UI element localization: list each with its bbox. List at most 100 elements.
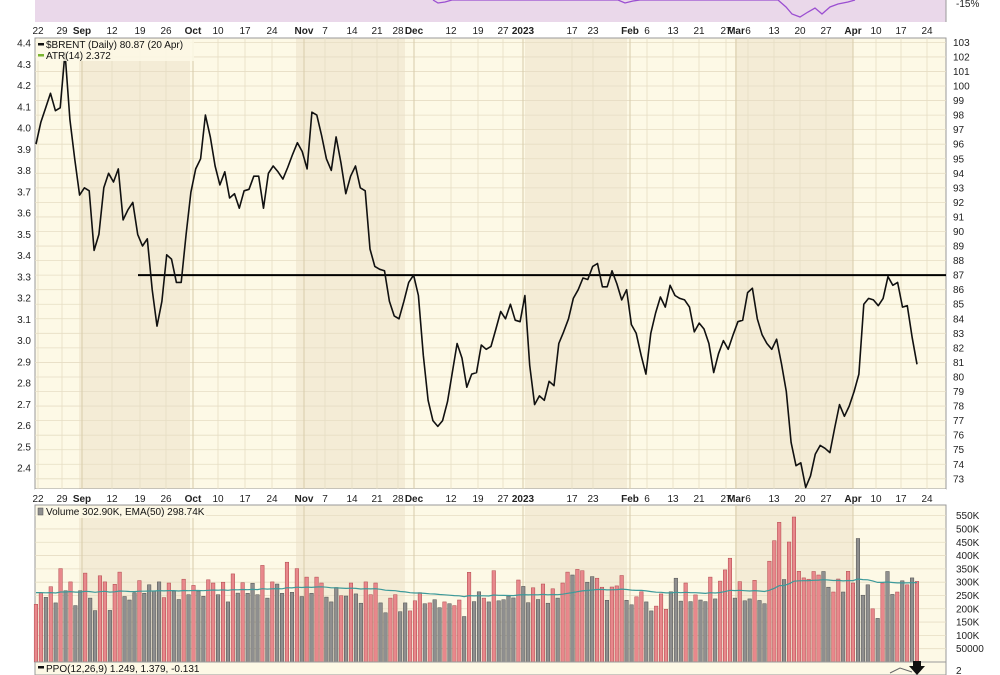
volume-bar: [270, 581, 275, 663]
volume-bar: [634, 596, 639, 663]
volume-bar: [772, 540, 777, 663]
price-tick-label: 99: [953, 96, 965, 107]
date-axis-label: 6: [644, 26, 650, 37]
ppo-line: [889, 667, 913, 674]
volume-panel: 550K 500K 450K 400K 350K 300K 250K 200K 150K 100K…: [33, 504, 984, 663]
date-axis-label: 26: [160, 494, 172, 505]
volume-bar: [142, 593, 147, 663]
down-arrow-icon: [909, 661, 925, 675]
volume-bar: [255, 594, 260, 663]
volume-bar: [599, 586, 604, 663]
volume-bar: [476, 591, 481, 663]
volume-bar: [708, 576, 713, 663]
atr-axis-left: 4.4 4.3 4.2 4.1 4.0 3.9 3.8 3.7 3.6 3.5 3.4 3.3 3.2 3…: [17, 39, 31, 475]
volume-bar: [201, 596, 206, 663]
volume-tick-label: 150K: [956, 618, 980, 629]
volume-bar: [378, 602, 383, 663]
month-band: [525, 38, 627, 489]
price-tick-label: 102: [953, 52, 970, 63]
top-date-axis-background: [35, 22, 946, 38]
volume-bar: [78, 590, 83, 663]
atr-tick-label: 4.2: [17, 81, 31, 92]
month-band: [79, 38, 190, 489]
price-tick-label: 73: [953, 474, 965, 485]
price-axis-right: 103 102 101 100 99 98 97 96 95 94 93 92 91 90 89 88 87 86…: [953, 38, 970, 485]
date-axis-label: Dec: [405, 26, 424, 37]
atr-tick-label: 4.3: [17, 60, 31, 71]
date-axis-label: 29: [56, 26, 68, 37]
volume-bar: [329, 601, 334, 663]
volume-bar: [176, 599, 181, 663]
volume-bar: [88, 597, 93, 663]
volume-bar: [127, 599, 132, 663]
volume-bar: [629, 604, 634, 663]
date-axis-label: 10: [870, 494, 882, 505]
atr-tick-label: 2.4: [17, 464, 31, 475]
volume-bar: [353, 593, 358, 663]
date-axis-label: 2023: [512, 494, 535, 505]
volume-bar: [309, 593, 314, 663]
volume-bar: [831, 591, 836, 663]
date-axis-label: 19: [134, 26, 146, 37]
volume-bar: [663, 609, 668, 663]
date-axis-label: Dec: [405, 494, 424, 505]
atr-tick-label: 3.9: [17, 145, 31, 156]
date-axis-label: 24: [266, 26, 278, 37]
date-axis-label: Mar: [727, 494, 745, 505]
volume-tick-label: 100K: [956, 631, 980, 642]
volume-bar: [102, 581, 107, 663]
date-axis-label: 17: [566, 26, 578, 37]
date-axis-label: Oct: [185, 26, 202, 37]
price-tick-label: 90: [953, 227, 965, 238]
volume-bar: [373, 582, 378, 663]
date-axis-label: 17: [239, 494, 251, 505]
price-tick-label: 91: [953, 212, 965, 223]
price-tick-label: 81: [953, 358, 965, 369]
volume-bar: [855, 538, 860, 663]
volume-bar: [654, 605, 659, 663]
volume-bar: [408, 610, 413, 663]
volume-bar: [821, 571, 826, 663]
volume-bar: [875, 618, 880, 663]
volume-bar: [284, 561, 289, 663]
volume-ema-line: [36, 578, 918, 598]
volume-bar: [132, 592, 137, 663]
price-tick-label: 83: [953, 329, 965, 340]
volume-bar: [230, 573, 235, 663]
date-axis-label: 2023: [512, 26, 535, 37]
date-axis-label: 20: [794, 26, 806, 37]
volume-bar: [678, 600, 683, 663]
volume-bar: [457, 599, 462, 663]
volume-bar: [171, 590, 176, 663]
volume-bar: [777, 522, 782, 663]
volume-bar: [221, 581, 226, 663]
volume-bar: [319, 582, 324, 663]
price-tick-label: 92: [953, 198, 965, 209]
volume-bar: [161, 597, 166, 663]
ppo-panel-background: [34, 661, 947, 675]
volume-tick-label: 300K: [956, 578, 980, 589]
date-axis-label: 13: [768, 26, 780, 37]
volume-bar: [531, 587, 536, 663]
volume-bar: [496, 600, 501, 663]
volume-bar: [752, 580, 757, 663]
date-axis-label: 14: [346, 26, 358, 37]
volume-bar: [870, 608, 875, 663]
volume-bar: [614, 585, 619, 663]
volume-tick-label: 500K: [956, 524, 980, 535]
volume-bar: [910, 577, 915, 663]
date-axis-label: 10: [870, 26, 882, 37]
volume-bar: [536, 599, 541, 663]
volume-legend-background: [36, 506, 206, 518]
date-axis-label: 21: [693, 26, 705, 37]
volume-legend: Volume 302.90K, EMA(50) 298.74K: [46, 507, 205, 518]
date-axis-label: Feb: [621, 494, 639, 505]
price-panel: 4.4 4.3 4.2 4.1 4.0 3.9 3.8 3.7 3.6 3.5 3.4 3.3 3.2 3…: [17, 37, 970, 490]
date-axis-label: 6: [745, 26, 751, 37]
volume-bar: [196, 590, 201, 663]
ppo-panel: PPO(12,26,9) 1.249, 1.379, -0.131 2: [34, 661, 962, 675]
atr-tick-label: 3.4: [17, 251, 31, 262]
price-tick-label: 93: [953, 183, 965, 194]
volume-bar: [585, 581, 590, 663]
volume-bar: [68, 581, 73, 663]
